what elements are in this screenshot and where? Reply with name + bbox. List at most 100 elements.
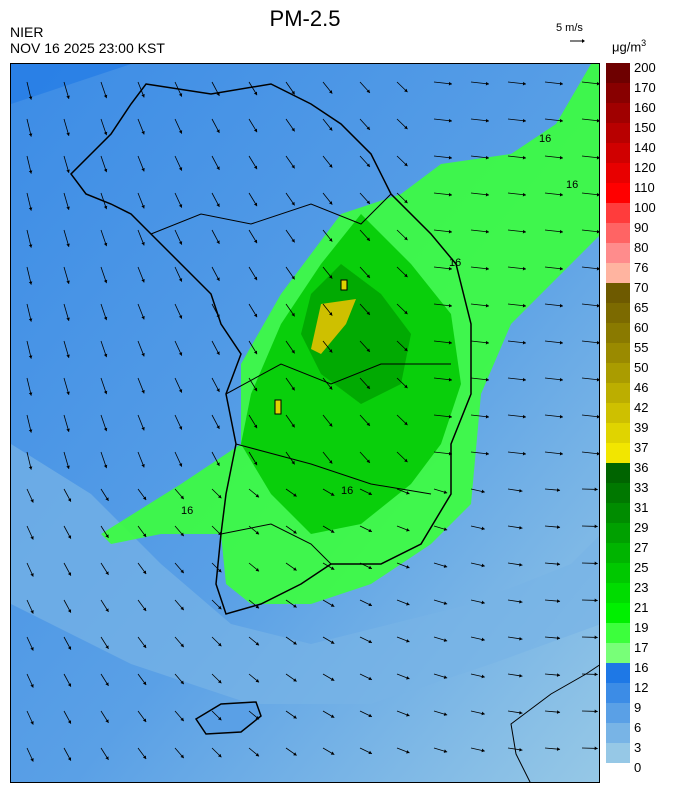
legend-label: 31 (634, 500, 649, 515)
wind-vector-head (291, 201, 295, 206)
wind-vector-head (216, 388, 220, 392)
wind-vector-head (105, 608, 109, 612)
dark-sea-band (11, 64, 131, 104)
wind-vector-head (293, 567, 297, 571)
wind-vector (26, 155, 32, 174)
wind-vector-head (291, 275, 295, 280)
wind-vector-head (404, 125, 408, 130)
wind-vector-head (556, 673, 561, 677)
wind-vector-head (67, 609, 72, 613)
wind-vector-head (103, 427, 108, 432)
wind-vector (507, 414, 527, 418)
wind-vector (581, 192, 599, 196)
wind-vector (470, 118, 490, 122)
contour-label: 16 (539, 133, 551, 145)
wind-vector-head (596, 266, 599, 271)
wind-vector-head (142, 607, 147, 611)
map-canvas: 16 16 16 16 16 (11, 64, 599, 782)
wind-vector (581, 414, 599, 418)
legend-label: 55 (634, 340, 649, 355)
wind-vector-head (253, 313, 258, 318)
wind-vector-head (30, 647, 34, 651)
wind-vector-head (216, 314, 220, 318)
wind-vector-head (180, 495, 184, 500)
wind-vector-head (255, 494, 260, 498)
wind-vector (544, 340, 564, 344)
legend-swatch (606, 603, 630, 623)
wind-vector-head (103, 464, 108, 469)
legend-swatch (606, 403, 630, 423)
legend-swatch (606, 483, 630, 503)
wind-vector-head (448, 377, 452, 382)
wind-vector-head (443, 564, 448, 568)
wind-vector (507, 229, 527, 233)
wind-vector-head (556, 599, 561, 603)
wind-vector-head (28, 318, 33, 322)
wind-vector-head (404, 347, 408, 352)
wind-vector-head (485, 155, 489, 160)
wind-vector-head (366, 274, 370, 278)
wind-vector-head (522, 192, 526, 197)
wind-vector-head (481, 711, 485, 716)
legend-label: 110 (634, 180, 655, 195)
wind-vector-head (330, 751, 335, 755)
wind-vector-head (216, 240, 220, 244)
legend-swatch (606, 503, 630, 523)
wind-vector-head (519, 525, 523, 530)
wind-vector-head (596, 377, 599, 382)
wind-vector-head (556, 525, 561, 529)
wind-vector-head (178, 463, 183, 467)
wind-vector-head (406, 602, 410, 606)
wind-vector-head (66, 465, 70, 469)
wind-vector (544, 377, 564, 381)
wind-vector-head (141, 278, 145, 283)
japan-coastline (510, 664, 599, 782)
wind-vector-head (522, 266, 526, 271)
wind-vector-head (330, 603, 335, 607)
wind-vector (581, 377, 599, 381)
wind-vector-head (218, 716, 222, 721)
wind-vector (544, 192, 564, 196)
wind-vector-head (142, 570, 147, 574)
wind-vector-head (559, 118, 563, 123)
wind-vector-head (404, 421, 408, 426)
wind-vector-head (66, 169, 70, 173)
wind-vector-head (253, 239, 258, 244)
wind-vector-head (218, 494, 222, 499)
wind-vector (26, 229, 32, 248)
wind-vector-head (330, 714, 335, 718)
wind-vector-head (366, 126, 370, 130)
wind-vector-head (293, 530, 297, 534)
wind-vector-head (485, 451, 489, 456)
wind-vector (507, 192, 527, 196)
wind-vector-head (255, 568, 260, 572)
wind-vector-head (485, 414, 489, 419)
wind-vector (544, 451, 564, 455)
wind-vector-head (448, 118, 452, 123)
wind-vector (470, 192, 490, 196)
wind-vector-head (559, 303, 563, 308)
wind-vector-head (142, 496, 147, 500)
wind-vector-head (330, 492, 335, 496)
wind-vector-head (368, 713, 372, 718)
wind-vector-head (253, 424, 258, 429)
wind-reference-label: 5 m/s (556, 22, 583, 34)
wind-vector-head (404, 162, 408, 167)
wind-vector-head (329, 164, 333, 168)
wind-vector-head (443, 638, 448, 642)
wind-vector-head (485, 229, 489, 234)
wind-vector (433, 414, 453, 418)
wind-vector (433, 340, 453, 344)
wind-vector-head (180, 606, 184, 611)
wind-vector-head (216, 92, 220, 96)
wind-vector-head (329, 423, 333, 427)
wind-vector-head (253, 202, 258, 207)
wind-vector-head (448, 451, 452, 456)
wind-vector (470, 81, 490, 85)
legend-swatch (606, 743, 630, 763)
wind-vector (581, 81, 599, 85)
legend-swatch (606, 183, 630, 203)
wind-vector-head (368, 491, 372, 496)
wind-vector-head (178, 426, 183, 430)
wind-vector-head (485, 266, 489, 271)
